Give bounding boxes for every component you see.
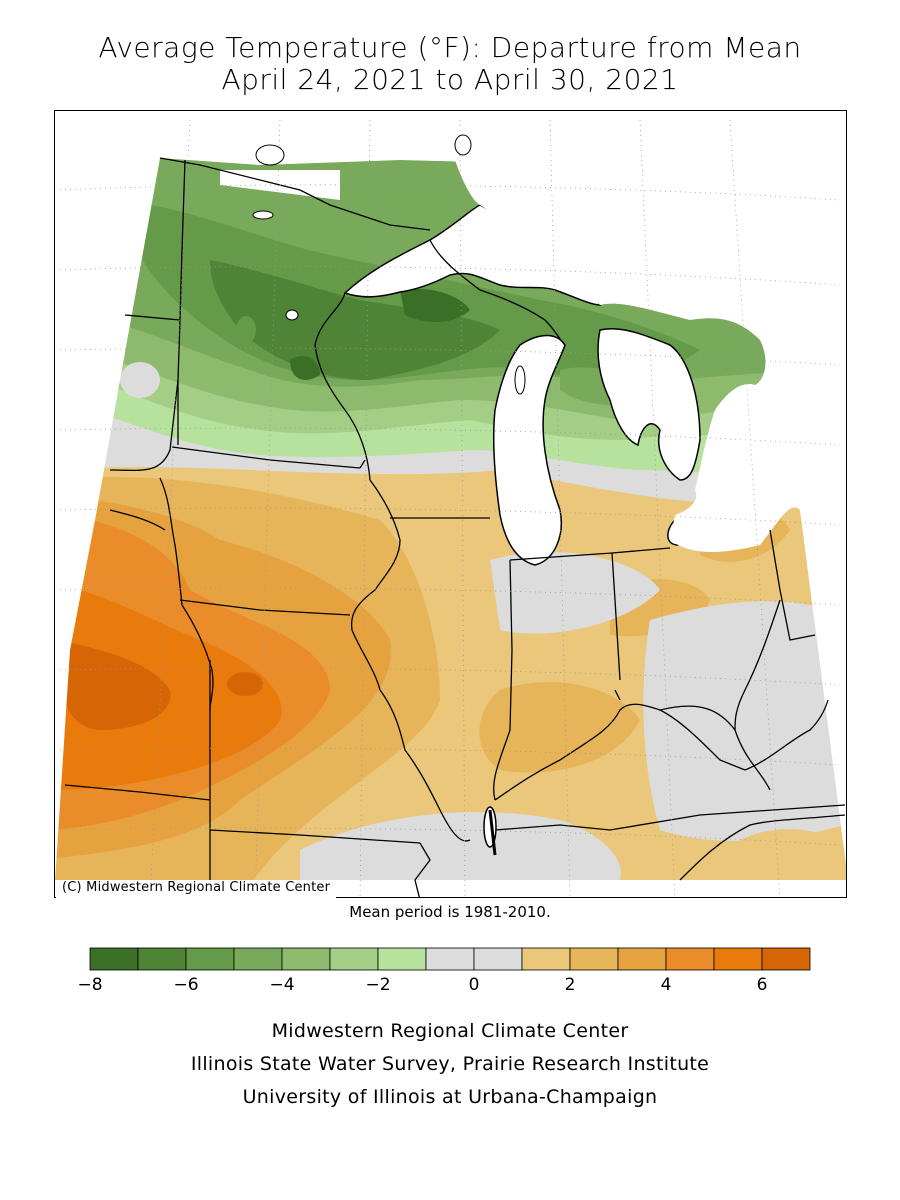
legend-tick-label: 2 [565, 975, 576, 995]
legend-tick-label: 4 [661, 975, 672, 995]
lake-michigan [493, 334, 566, 566]
legend-swatch [377, 947, 427, 971]
legend-tick-label: 0 [469, 975, 480, 995]
graticule [59, 119, 841, 898]
legend-tick-label: −2 [365, 975, 390, 995]
canada-land [441, 110, 800, 552]
legend-swatch [665, 947, 715, 971]
map-title-line2: April 24, 2021 to April 30, 2021 [221, 63, 679, 96]
legend-swatch [137, 947, 187, 971]
legend-swatch [281, 947, 331, 971]
lake-superior [343, 204, 602, 306]
legend-tick-label: −4 [269, 975, 294, 995]
map-title-line1: Average Temperature (°F): Departure from… [98, 31, 802, 64]
copyright-label: (C) Midwestern Regional Climate Center [62, 880, 331, 895]
legend-swatch [473, 947, 523, 971]
lake-huron [597, 327, 701, 481]
legend-swatch [89, 947, 139, 971]
legend-swatch [617, 947, 667, 971]
legend-swatch [425, 947, 475, 971]
legend-swatch [713, 947, 763, 971]
legend-swatch [185, 947, 235, 971]
credit-line-1: Midwestern Regional Climate Center [271, 1020, 629, 1042]
legend-swatch [329, 947, 379, 971]
legend-tick-label: 6 [757, 975, 768, 995]
legend-swatch [761, 947, 811, 971]
legend-swatch [569, 947, 619, 971]
color-legend [89, 947, 811, 971]
credit-line-2: Illinois State Water Survey, Prairie Res… [190, 1053, 710, 1075]
credit-line-3: University of Illinois at Urbana-Champai… [242, 1086, 658, 1108]
legend-tick-label: −6 [173, 975, 198, 995]
mean-period-note: Mean period is 1981-2010. [349, 903, 551, 921]
state-boundaries [64, 157, 846, 898]
legend-swatch [233, 947, 283, 971]
legend-swatch [521, 947, 571, 971]
legend-tick-label: −8 [77, 975, 102, 995]
legend-tick-labels: −8 −6 −4 −2 0 2 4 6 [77, 975, 767, 995]
